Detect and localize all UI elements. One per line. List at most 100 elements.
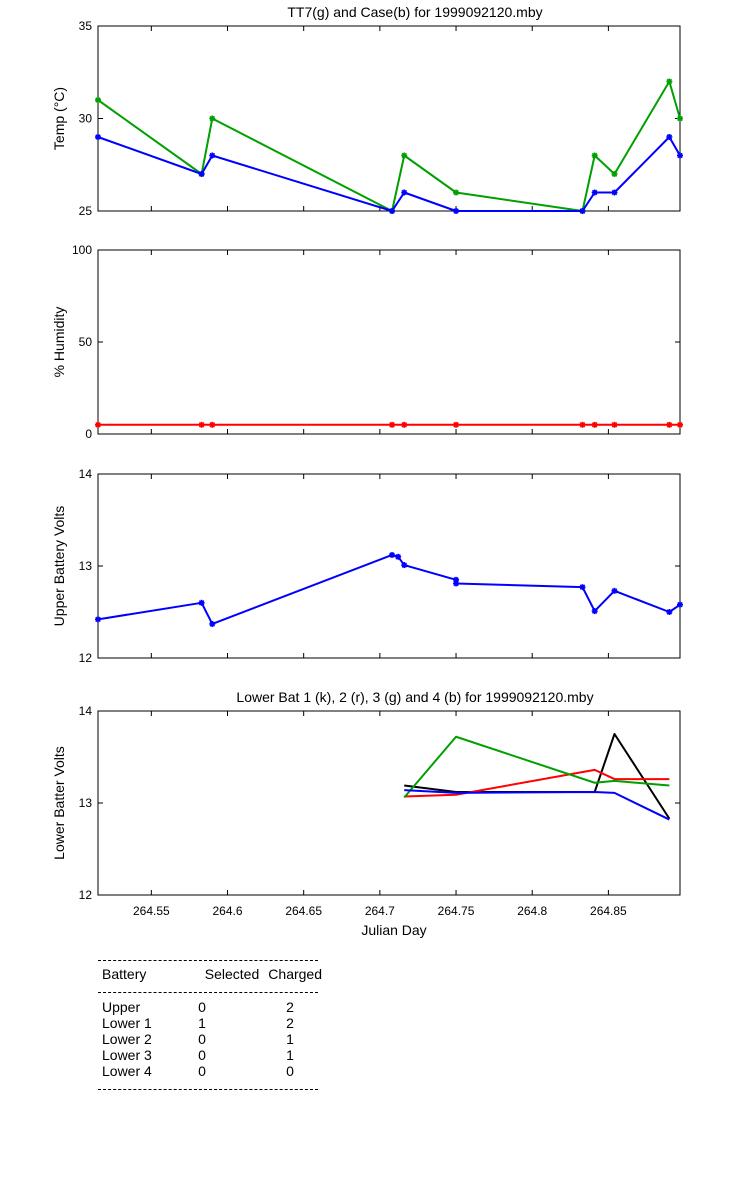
plot-frame	[97, 25, 681, 212]
data-point-marker	[209, 421, 216, 428]
battery-name: Lower 4	[102, 1063, 152, 1079]
data-point-marker	[401, 562, 408, 569]
data-point-marker	[591, 421, 598, 428]
charged-value: 1	[286, 1031, 294, 1047]
data-point-marker	[95, 421, 101, 428]
data-point-marker	[677, 115, 683, 122]
data-point-marker	[401, 421, 408, 428]
y-axis-label: Lower Batter Volts	[51, 746, 67, 860]
charged-value: 0	[286, 1063, 294, 1079]
data-point-marker	[389, 551, 396, 558]
y-tick-label: 35	[79, 19, 93, 33]
series-line	[404, 733, 671, 820]
data-point-marker	[666, 609, 673, 615]
data-point-marker	[591, 608, 598, 615]
y-tick-label: 30	[79, 112, 93, 126]
table-top-rule	[98, 960, 318, 961]
data-point-marker	[209, 115, 216, 122]
header-battery: Battery	[102, 966, 147, 982]
data-point-marker	[666, 78, 673, 85]
x-tick-label: 264.6	[212, 904, 242, 918]
battery-name: Upper	[102, 999, 141, 1015]
data-point-marker	[198, 171, 205, 177]
data-point-marker	[198, 421, 205, 428]
data-point-marker	[611, 587, 618, 594]
y-axis-label: % Humidity	[51, 307, 67, 378]
data-point-marker	[453, 421, 460, 428]
x-tick-label: 264.7	[365, 904, 395, 918]
battery-table: Battery Selected Charged Upper 0 2 Lower…	[98, 960, 322, 1090]
data-point-marker	[401, 152, 408, 159]
battery-name: Lower 1	[102, 1015, 152, 1031]
table-header-rule	[98, 992, 318, 993]
series-line	[97, 136, 681, 212]
data-point-marker	[209, 620, 216, 627]
header-selected: Selected	[204, 966, 260, 982]
data-point-marker	[611, 171, 618, 177]
selected-value: 0	[198, 1063, 206, 1079]
data-point-marker	[389, 421, 396, 428]
data-point-marker	[95, 97, 101, 103]
y-tick-label: 100	[72, 243, 92, 257]
data-point-marker	[198, 599, 205, 606]
data-point-marker	[677, 421, 683, 428]
data-point-marker	[453, 580, 460, 587]
data-point-marker	[401, 189, 408, 196]
y-tick-label: 25	[79, 204, 93, 218]
y-tick-label: 14	[79, 467, 93, 481]
battery-name: Lower 3	[102, 1047, 152, 1063]
table-bottom-rule	[98, 1089, 318, 1090]
x-tick-label: 264.8	[517, 904, 547, 918]
x-tick-label: 264.85	[590, 904, 627, 918]
selected-value: 0	[198, 1031, 206, 1047]
series-line	[403, 735, 670, 799]
data-point-marker	[395, 553, 402, 560]
plot-frame	[97, 249, 681, 435]
series-line	[404, 768, 670, 798]
data-point-marker	[579, 421, 586, 428]
table-row: Upper 0 2	[98, 999, 318, 1015]
data-point-marker	[677, 152, 683, 159]
data-point-marker	[611, 189, 618, 196]
selected-value: 0	[198, 999, 206, 1015]
table-row: Lower 2 0 1	[98, 1031, 318, 1047]
y-tick-label: 13	[79, 796, 93, 810]
y-tick-label: 13	[79, 559, 93, 573]
table-row: Lower 1 1 2	[98, 1015, 318, 1031]
chart-title: TT7(g) and Case(b) for 1999092120.mby	[287, 4, 542, 20]
data-point-marker	[666, 421, 673, 428]
x-axis-label: Julian Day	[361, 922, 426, 938]
data-point-marker	[95, 134, 101, 140]
y-tick-label: 0	[85, 427, 92, 441]
data-point-marker	[666, 134, 673, 140]
data-point-marker	[453, 189, 460, 196]
y-tick-label: 50	[79, 335, 93, 349]
data-point-marker	[579, 584, 586, 591]
battery-name: Lower 2	[102, 1031, 152, 1047]
charged-value: 2	[286, 1015, 294, 1031]
data-point-marker	[677, 601, 683, 608]
header-charged: Charged	[268, 966, 322, 982]
chart-title: Lower Bat 1 (k), 2 (r), 3 (g) and 4 (b) …	[236, 689, 593, 705]
y-tick-label: 14	[79, 704, 93, 718]
table-header-row: Battery Selected Charged	[98, 966, 322, 982]
series-line	[404, 789, 670, 821]
selected-value: 1	[198, 1015, 206, 1031]
data-point-marker	[591, 152, 598, 159]
table-row: Lower 3 0 1	[98, 1047, 318, 1063]
x-tick-label: 264.55	[133, 904, 170, 918]
data-point-marker	[453, 208, 460, 214]
y-tick-label: 12	[79, 888, 93, 902]
charts-area: 25 30 35 Temp (°C) TT7(g) and Case(b) for 19…	[51, 4, 683, 938]
data-point-marker	[611, 421, 618, 428]
charged-value: 1	[286, 1047, 294, 1063]
charged-value: 2	[286, 999, 294, 1015]
selected-value: 0	[198, 1047, 206, 1063]
x-tick-label: 264.75	[438, 904, 475, 918]
y-axis-label: Temp (°C)	[51, 87, 67, 150]
data-point-marker	[389, 208, 396, 214]
plot-frame	[97, 473, 681, 659]
data-point-marker	[209, 152, 216, 159]
y-tick-label: 12	[79, 651, 93, 665]
data-point-marker	[579, 208, 586, 214]
